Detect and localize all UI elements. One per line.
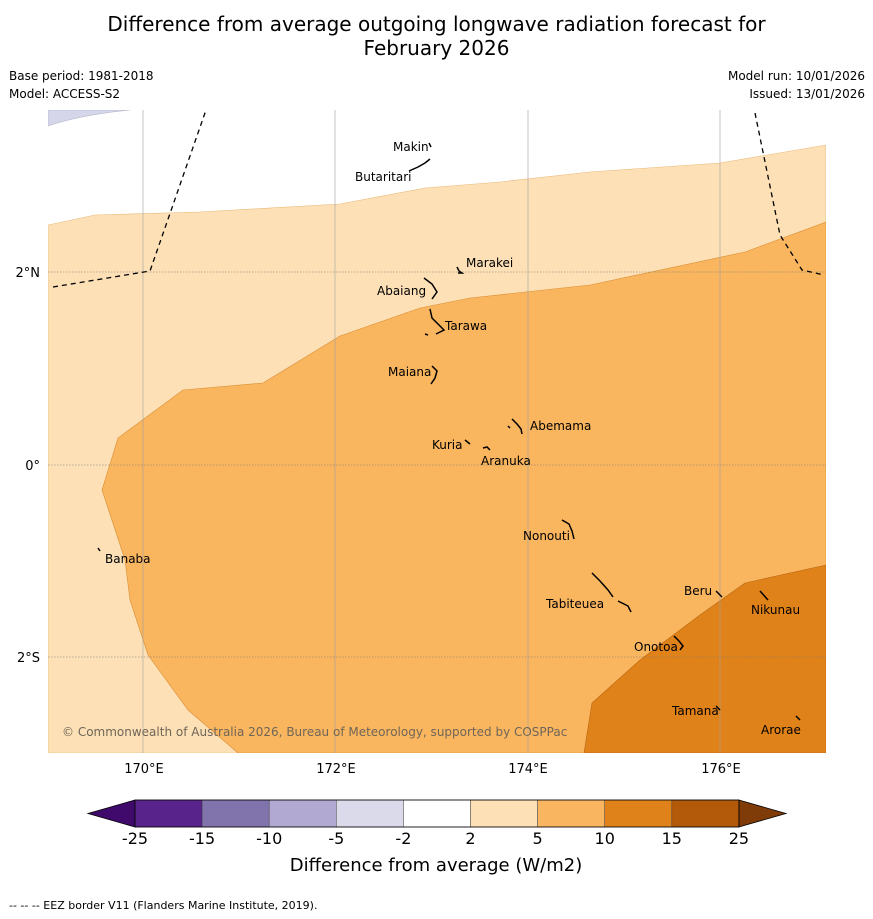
island-label-tamana: Tamana [671,704,719,718]
colorbar-tick-label: 25 [729,829,749,848]
colorbar-swatch [134,799,203,828]
island-label-beru: Beru [684,584,712,598]
island-label-abemama: Abemama [530,419,591,433]
lon-label-170e: 170°E [124,762,164,777]
island-shapes [97,142,801,721]
contour-dark-orange [583,564,826,753]
colorbar-extend-low [86,799,136,828]
colorbar-swatch [470,799,538,828]
island-label-aranuka: Aranuka [481,454,531,468]
map-title: Difference from average outgoing longwav… [0,12,873,60]
issued-date: Issued: 13/01/2026 [749,87,865,101]
colorbar-swatch [537,799,605,828]
colorbar-legend: -25 -15 -10 -5 -2 2 5 10 15 25 Difference from av… [86,799,788,876]
model-run: Model run: 10/01/2026 [727,69,865,83]
island-label-abaiang: Abaiang [377,284,426,298]
colorbar-swatch [604,799,673,828]
lon-label-174e: 174°E [508,762,548,777]
island-label-butaritari: Butaritari [355,170,412,184]
contour-pale-purple [48,110,131,127]
meta-left: Base period: 1981-2018 Model: ACCESS-S2 [9,67,154,103]
colorbar-swatches [86,799,788,828]
colorbar-tick-label: -5 [328,829,344,848]
island-label-marakei: Marakei [466,256,513,270]
colorbar-tick-label: -25 [122,829,148,848]
eez-borders [52,110,825,288]
eez-footnote: -- -- -- EEZ border V11 (Flanders Marine… [9,899,318,912]
colorbar-swatch [336,799,404,828]
colorbar-tick-label: 5 [533,829,543,848]
model-name: Model: ACCESS-S2 [9,87,121,101]
colorbar-tick-label: 2 [465,829,475,848]
colorbar-tick-label: -2 [395,829,411,848]
colorbar-tick-label: -15 [189,829,215,848]
meta-right: Model run: 10/01/2026 Issued: 13/01/2026 [728,67,865,103]
colorbar-tick-label: 10 [595,829,615,848]
colorbar-swatch [671,799,740,828]
island-label-makin: Makin [393,140,429,154]
colorbar-frame [134,799,740,828]
island-label-tabiteuea: Tabiteuea [545,597,604,611]
colorbar-swatch [201,799,270,828]
contour-mid-orange [101,221,826,753]
map-area: Makin Butaritari Marakei Abaiang Tarawa … [48,110,826,753]
island-label-arorae: Arorae [761,723,801,737]
lon-label-176e: 176°E [701,762,741,777]
island-label-kuria: Kuria [432,438,463,452]
base-period: Base period: 1981-2018 [9,69,154,83]
colorbar-swatch [268,799,337,828]
colorbar-extend-high [738,799,788,828]
lat-label-2n: 2°N [16,266,41,281]
lat-label-2s: 2°S [17,651,40,666]
island-label-onotoa: Onotoa [634,640,678,654]
colorbar-tick-label: 15 [662,829,682,848]
lon-label-172e: 172°E [316,762,356,777]
island-label-maiana: Maiana [388,365,431,379]
colorbar-ticks: -25 -15 -10 -5 -2 2 5 10 15 25 [122,829,749,848]
island-label-nonouti: Nonouti [523,529,570,543]
island-label-tarawa: Tarawa [444,319,487,333]
lat-label-0: 0° [25,459,40,474]
axis-labels: 2°N 0° 2°S 170°E 172°E 174°E 176°E [16,266,741,777]
colorbar-label: Difference from average (W/m2) [290,855,582,876]
grid-lines [48,110,826,753]
title-line-1: Difference from average outgoing longwav… [107,12,766,36]
copyright-notice: © Commonwealth of Australia 2026, Bureau… [62,725,567,739]
island-label-banaba: Banaba [105,552,151,566]
colorbar-swatch [403,799,471,828]
island-labels: Makin Butaritari Marakei Abaiang Tarawa … [105,140,801,737]
title-line-2: February 2026 [363,36,510,60]
colorbar-tick-label: -10 [256,829,282,848]
island-label-nikunau: Nikunau [751,603,800,617]
